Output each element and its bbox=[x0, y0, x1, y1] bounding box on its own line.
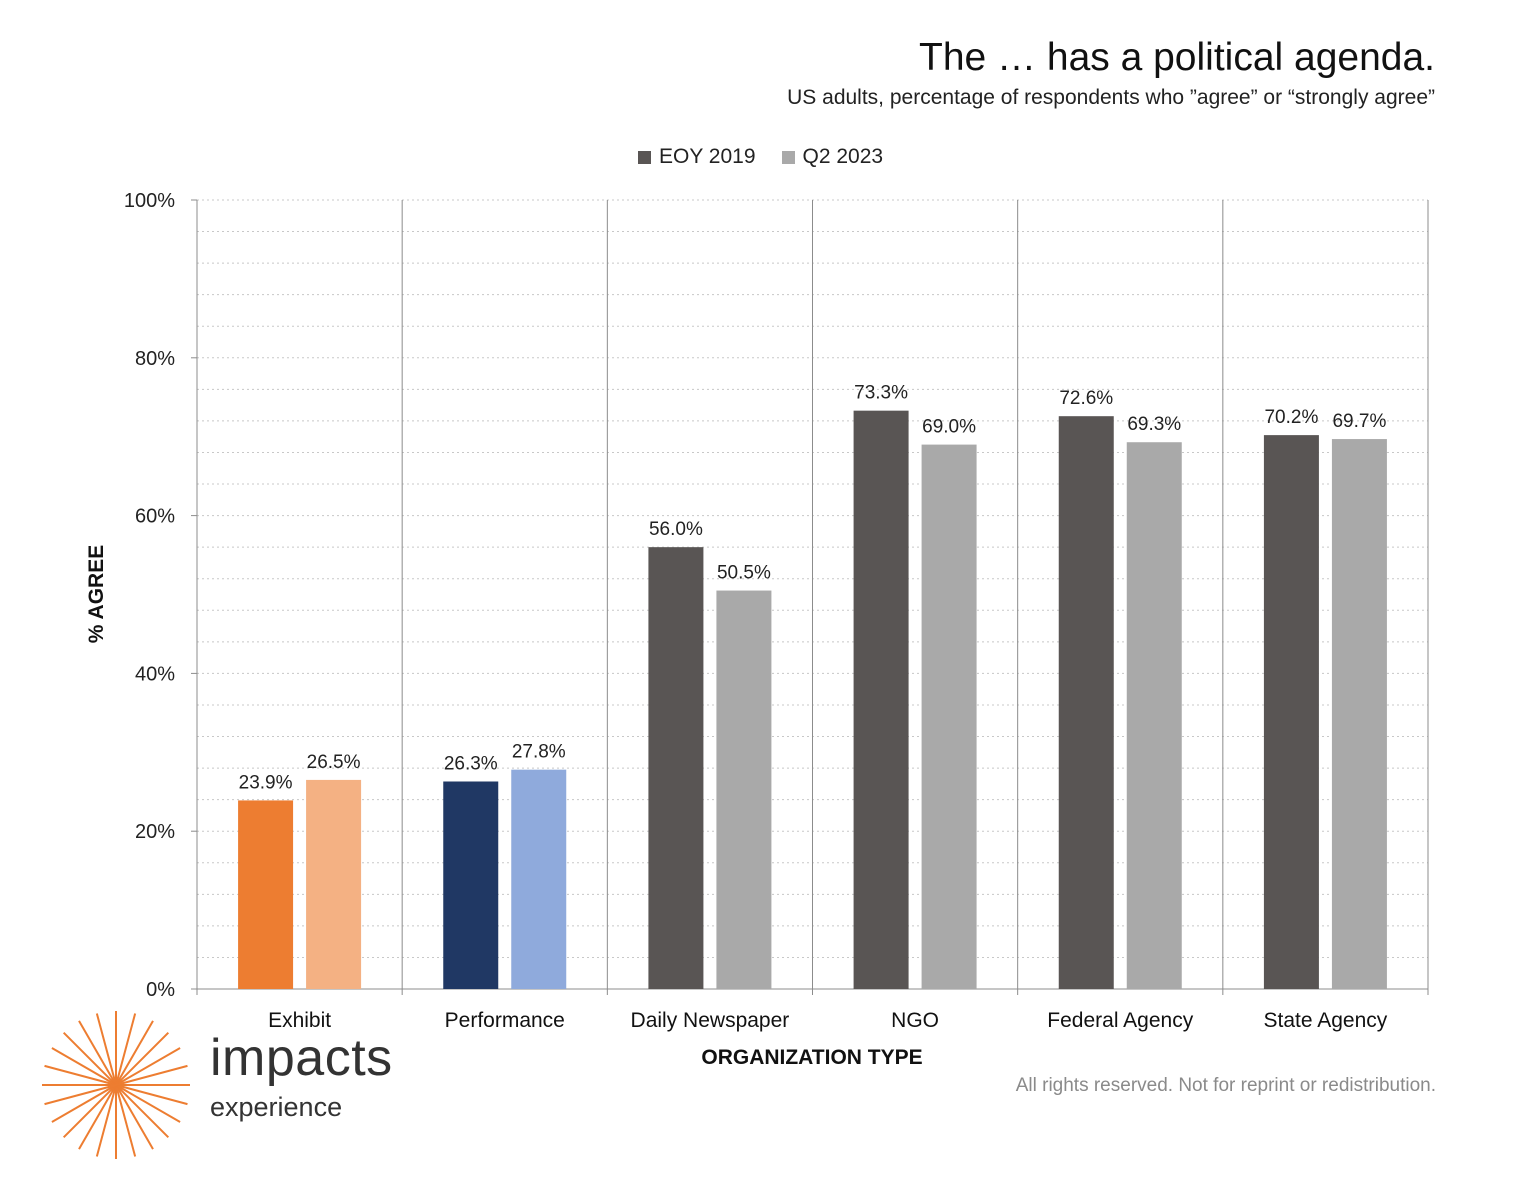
bars bbox=[238, 410, 1387, 990]
x-axis-title: ORGANIZATION TYPE bbox=[701, 1046, 922, 1069]
category-label: State Agency bbox=[1264, 1009, 1388, 1032]
category-label: Daily Newspaper bbox=[631, 1009, 790, 1032]
category-label: Exhibit bbox=[268, 1009, 331, 1032]
rights-notice: All rights reserved. Not for reprint or … bbox=[1015, 1075, 1436, 1096]
y-axis-title: % AGREE bbox=[85, 545, 108, 643]
legend-item-eoy-2019: EOY 2019 bbox=[638, 145, 756, 169]
data-label: 26.5% bbox=[307, 752, 361, 773]
category-label: Federal Agency bbox=[1047, 1009, 1193, 1032]
y-axis-ticks: 0% 20% 40% 60% 80% 100% bbox=[124, 190, 197, 1001]
category-dividers bbox=[196, 200, 1429, 995]
starburst-icon bbox=[42, 1011, 190, 1159]
y-tick-label: 60% bbox=[135, 506, 175, 528]
y-tick-label: 80% bbox=[135, 348, 175, 370]
bar-q2-2023 bbox=[511, 769, 567, 989]
logo-sub: experience bbox=[210, 1092, 343, 1122]
legend-label-q2-2023: Q2 2023 bbox=[802, 145, 884, 168]
category-label: NGO bbox=[891, 1009, 939, 1032]
y-tick-label: 100% bbox=[124, 190, 175, 212]
bar-eoy-2019 bbox=[853, 410, 909, 990]
data-label: 73.3% bbox=[854, 383, 908, 404]
y-tick-label: 0% bbox=[146, 979, 175, 1001]
legend-label-eoy-2019: EOY 2019 bbox=[659, 145, 756, 168]
logo-word: impacts bbox=[210, 1029, 393, 1087]
data-label: 69.7% bbox=[1332, 411, 1386, 432]
legend: EOY 2019 Q2 2023 bbox=[638, 145, 909, 169]
bar-eoy-2019 bbox=[648, 547, 704, 989]
data-label: 69.0% bbox=[922, 417, 976, 438]
legend-swatch-q2-2023 bbox=[781, 150, 795, 164]
bar-q2-2023 bbox=[716, 590, 772, 989]
category-labels: Exhibit Performance Daily Newspaper NGO Fede… bbox=[268, 1009, 1388, 1032]
data-label: 69.3% bbox=[1127, 414, 1181, 435]
bar-q2-2023 bbox=[1331, 439, 1387, 989]
data-label: 70.2% bbox=[1264, 407, 1318, 428]
legend-item-q2-2023: Q2 2023 bbox=[781, 145, 884, 169]
bar-eoy-2019 bbox=[443, 781, 499, 989]
data-label: 27.8% bbox=[512, 742, 566, 763]
chart-subtitle: US adults, percentage of respondents who… bbox=[787, 86, 1435, 109]
chart-title: The … has a political agenda. bbox=[919, 36, 1435, 79]
data-label: 26.3% bbox=[444, 753, 498, 774]
y-tick-label: 40% bbox=[135, 663, 175, 685]
bar-eoy-2019 bbox=[1058, 416, 1114, 989]
data-labels: 23.9% 26.5% 26.3% 27.8% 56.0% 50.5% 73.3% 69.0%… bbox=[239, 383, 1387, 794]
data-label: 56.0% bbox=[649, 519, 703, 540]
impacts-experience-logo: impacts experience bbox=[38, 1010, 418, 1170]
data-label: 50.5% bbox=[717, 563, 771, 584]
bar-eoy-2019 bbox=[1263, 435, 1319, 989]
data-label: 72.6% bbox=[1059, 388, 1113, 409]
bar-eoy-2019 bbox=[238, 800, 294, 989]
data-label: 23.9% bbox=[239, 772, 293, 793]
bar-q2-2023 bbox=[1126, 442, 1182, 989]
bar-q2-2023 bbox=[306, 779, 362, 989]
y-tick-label: 20% bbox=[135, 821, 175, 843]
legend-swatch-eoy-2019 bbox=[638, 150, 651, 164]
bar-q2-2023 bbox=[921, 444, 977, 990]
category-label: Performance bbox=[445, 1009, 565, 1032]
